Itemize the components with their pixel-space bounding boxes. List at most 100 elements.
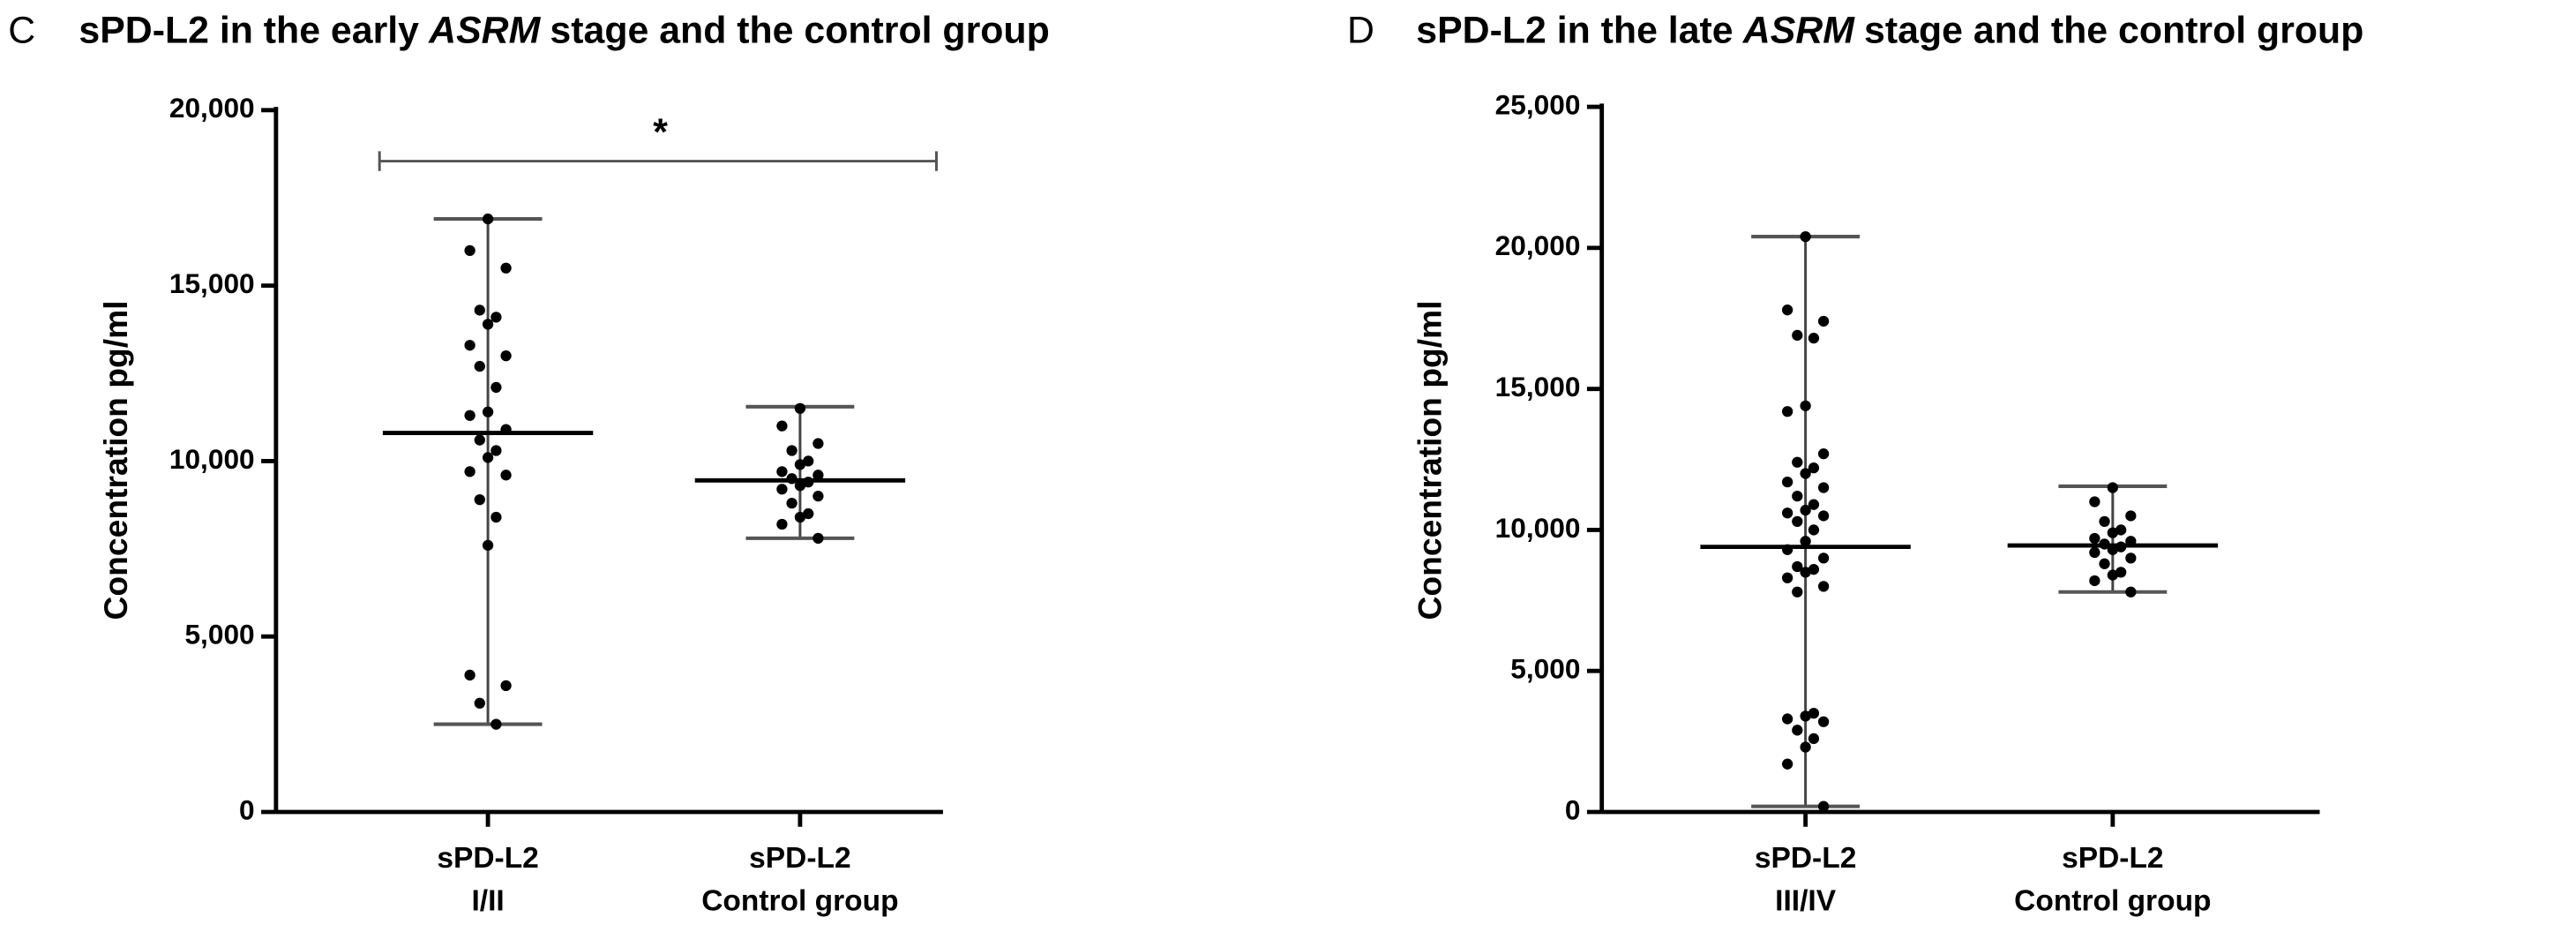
data-point — [1808, 524, 1820, 536]
data-point — [1817, 552, 1830, 564]
title-part: stage and the control group — [550, 10, 1049, 52]
title-part: ASRM — [428, 10, 541, 52]
data-point — [490, 445, 502, 456]
data-point — [1808, 462, 1820, 474]
data-point — [490, 381, 502, 394]
data-point — [1781, 544, 1793, 555]
data-point — [2125, 510, 2137, 522]
data-point — [812, 470, 824, 481]
y-tick-label: 5,000 — [1510, 653, 1580, 685]
data-point — [776, 466, 788, 477]
y-tick-label: 15,000 — [169, 267, 255, 299]
data-point — [1817, 482, 1830, 493]
data-point — [2107, 544, 2118, 555]
data-point — [1781, 476, 1793, 488]
data-point — [1800, 468, 1811, 479]
data-point — [1817, 581, 1830, 592]
data-point — [474, 494, 485, 506]
data-point — [1781, 713, 1793, 725]
data-point — [464, 340, 476, 351]
data-point — [2099, 538, 2110, 550]
data-point — [500, 424, 512, 435]
data-point — [1781, 572, 1793, 583]
data-point — [1817, 510, 1830, 522]
y-axis-label: Concentration pg/ml — [1412, 300, 1449, 620]
data-point — [500, 470, 512, 481]
y-tick-label: 20,000 — [169, 92, 255, 124]
data-point — [482, 319, 494, 330]
data-point — [1792, 329, 1803, 342]
data-point — [464, 669, 476, 681]
data-point — [2125, 536, 2137, 547]
data-point — [1781, 406, 1793, 417]
data-point — [500, 680, 512, 692]
title-part: sPD-L2 in the early — [79, 10, 419, 52]
data-point — [2107, 569, 2118, 581]
data-point — [2107, 482, 2118, 493]
title-part: stage and the control group — [1864, 10, 2363, 52]
data-point — [482, 406, 494, 417]
data-point — [1800, 504, 1811, 516]
data-point — [1800, 710, 1811, 722]
data-point — [1800, 567, 1811, 578]
data-point — [490, 312, 502, 323]
x-tick-label: Control group — [2014, 884, 2211, 917]
data-point — [1781, 758, 1793, 770]
data-point — [1817, 800, 1830, 812]
data-point — [464, 244, 476, 257]
data-point — [776, 518, 788, 530]
title-part: ASRM — [1742, 10, 1855, 52]
data-point — [1792, 586, 1803, 598]
y-axis-label: Concentration pg/ml — [97, 300, 134, 620]
title-part: sPD-L2 in the late — [1416, 10, 1733, 52]
data-point — [1792, 560, 1803, 573]
data-point — [474, 697, 485, 709]
data-point — [464, 410, 476, 421]
data-point — [490, 511, 502, 523]
data-point — [2089, 532, 2100, 545]
data-point — [786, 473, 798, 485]
data-point — [2089, 575, 2100, 587]
data-point — [1808, 708, 1820, 719]
y-tick-label: 20,000 — [1495, 229, 1581, 261]
panel-label: C — [8, 10, 35, 52]
y-tick-label: 0 — [239, 793, 255, 825]
data-point — [2107, 527, 2118, 538]
x-tick-label: sPD-L2 — [1755, 842, 1856, 875]
data-point — [812, 491, 824, 502]
data-point — [500, 262, 512, 274]
data-point — [776, 420, 788, 432]
y-tick-label: 15,000 — [1495, 371, 1581, 402]
data-point — [776, 484, 788, 495]
data-point — [482, 539, 494, 551]
x-tick-label: sPD-L2 — [2062, 842, 2163, 875]
data-point — [1817, 716, 1830, 727]
data-point — [786, 497, 798, 509]
data-point — [2115, 541, 2127, 552]
data-point — [1817, 315, 1830, 327]
chart-title: sPD-L2 in the early ASRM stage and the con… — [79, 10, 1049, 52]
data-point — [1781, 507, 1793, 519]
data-point — [1792, 725, 1803, 736]
y-tick-label: 5,000 — [184, 619, 254, 650]
data-point — [2125, 586, 2137, 598]
data-point — [482, 452, 494, 463]
data-point — [794, 459, 806, 470]
data-point — [812, 438, 824, 449]
data-point — [482, 213, 494, 225]
y-tick-label: 25,000 — [1495, 88, 1581, 120]
data-point — [1808, 733, 1820, 745]
data-point — [500, 350, 512, 362]
data-point — [2099, 558, 2110, 569]
x-tick-label: I/II — [471, 884, 504, 917]
data-point — [812, 532, 824, 545]
data-point — [1808, 499, 1820, 510]
x-tick-label: Control group — [701, 884, 898, 917]
x-tick-label: sPD-L2 — [437, 842, 538, 875]
data-point — [1800, 230, 1811, 243]
data-point — [464, 466, 476, 477]
data-point — [2089, 546, 2100, 559]
panel-label: D — [1347, 10, 1374, 52]
